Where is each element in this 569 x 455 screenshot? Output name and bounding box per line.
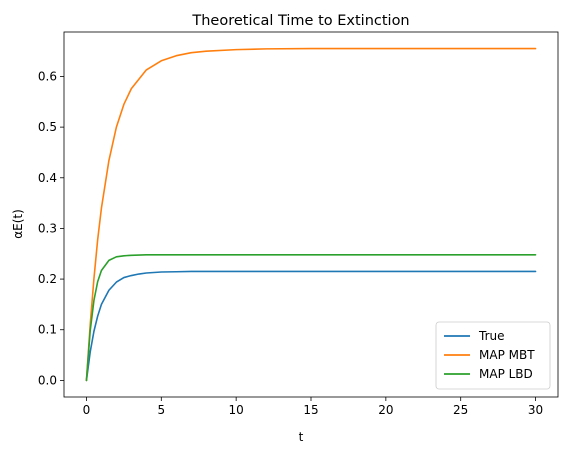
y-tick-label: 0.1 (38, 323, 57, 337)
chart-title: Theoretical Time to Extinction (191, 13, 409, 29)
y-tick-label: 0.5 (38, 120, 57, 134)
legend-label-true: True (478, 329, 505, 343)
x-tick-label: 25 (453, 403, 468, 417)
x-tick-label: 15 (303, 403, 318, 417)
y-tick-label: 0.4 (38, 171, 57, 185)
legend-label-map-mbt: MAP MBT (479, 348, 535, 362)
x-tick-label: 30 (528, 403, 543, 417)
x-tick-label: 10 (229, 403, 244, 417)
y-axis-label: αE(t) (11, 209, 25, 239)
y-tick-label: 0.0 (38, 373, 57, 387)
legend-label-map-lbd: MAP LBD (479, 367, 533, 381)
x-tick-label: 20 (378, 403, 393, 417)
series-layer (85, 47, 537, 382)
x-tick-label: 5 (157, 403, 165, 417)
series-line-true (85, 270, 537, 382)
legend: True MAP MBT MAP LBD (435, 321, 551, 390)
legend-box (435, 321, 551, 390)
series-line-map-mbt (85, 47, 537, 382)
x-axis-label: t (299, 430, 304, 444)
x-tick-label: 0 (83, 403, 91, 417)
series-line-map-lbd (85, 253, 537, 382)
y-ticks: 0.0 0.1 0.2 0.3 0.4 0.5 0.6 (38, 69, 64, 387)
x-ticks: 0 5 10 15 20 25 30 (83, 397, 543, 417)
y-tick-label: 0.6 (38, 69, 57, 83)
y-tick-label: 0.3 (38, 221, 57, 235)
y-tick-label: 0.2 (38, 272, 57, 286)
